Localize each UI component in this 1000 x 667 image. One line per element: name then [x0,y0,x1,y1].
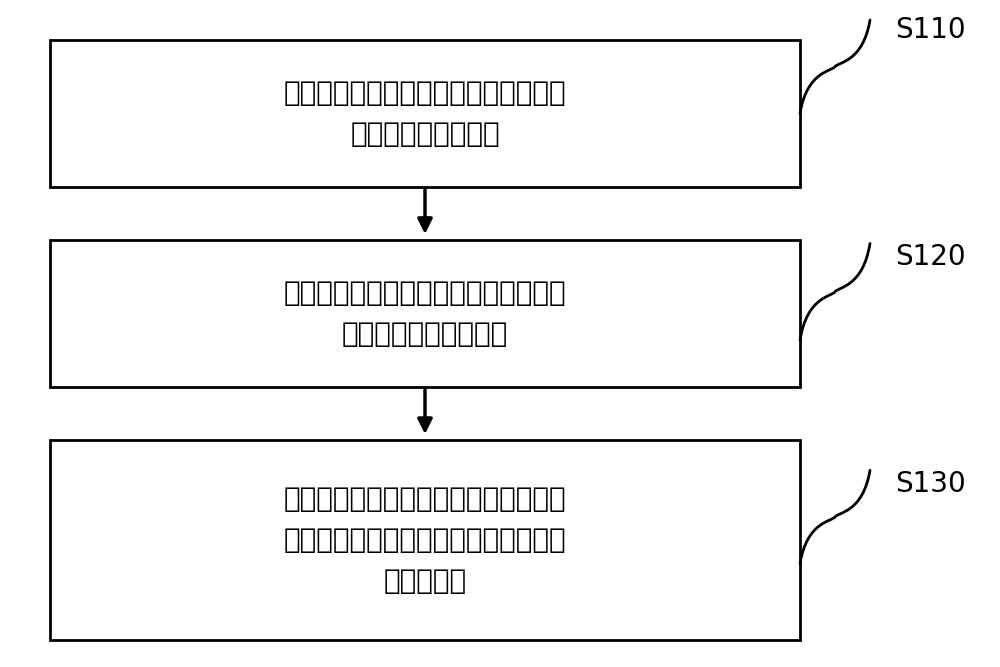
FancyBboxPatch shape [50,440,800,640]
FancyBboxPatch shape [50,240,800,387]
Text: 将氨气喷入气缸，以在气缸壁周围形成
高自燃点燃料混合气: 将氨气喷入气缸，以在气缸壁周围形成 高自燃点燃料混合气 [284,79,566,148]
Text: 所述高自燃点燃料混合气和所述高能量
密度燃料混合气在汽油机气缸内部形成
分层混合气: 所述高自燃点燃料混合气和所述高能量 密度燃料混合气在汽油机气缸内部形成 分层混合… [284,485,566,596]
Text: 将汽油喷入气缸，以在火花塞附近形成
高能量密度燃料混合气: 将汽油喷入气缸，以在火花塞附近形成 高能量密度燃料混合气 [284,279,566,348]
Text: S110: S110 [895,16,966,44]
Text: S130: S130 [895,470,966,498]
FancyBboxPatch shape [50,40,800,187]
Text: S120: S120 [895,243,966,271]
